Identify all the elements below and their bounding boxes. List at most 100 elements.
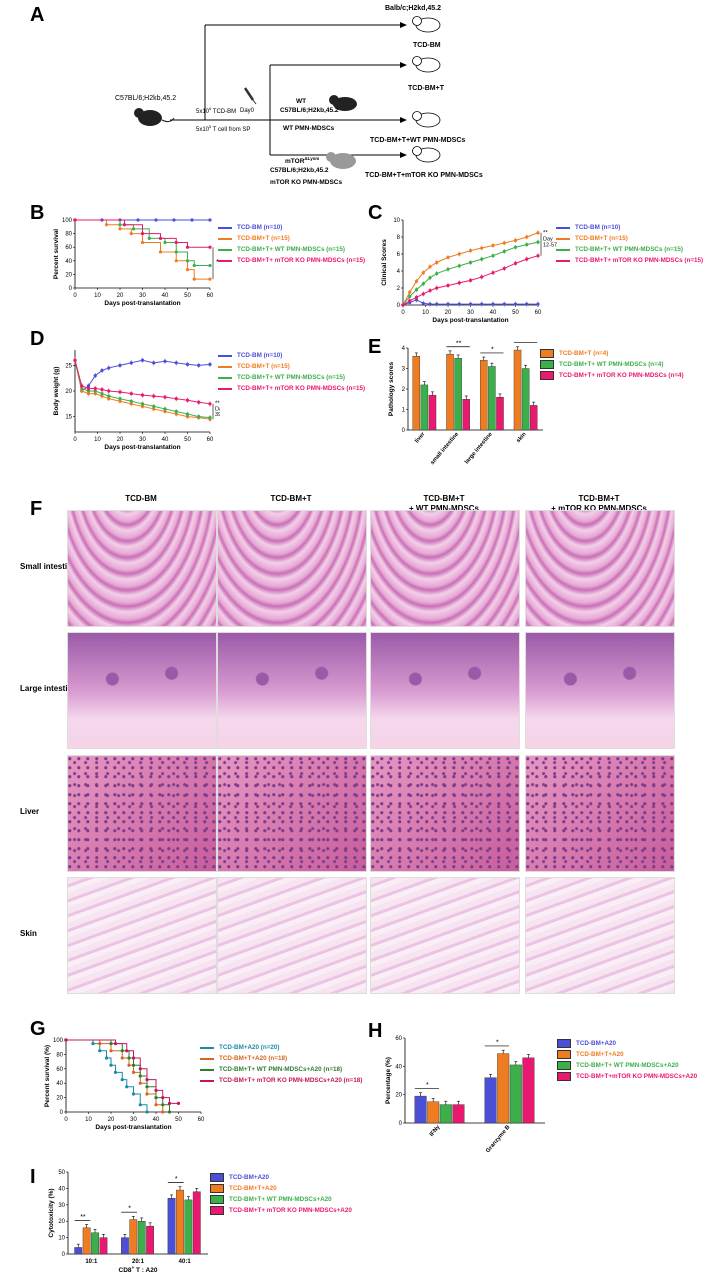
schematic-diagram: C57BL/6;H2kb,45.2 Day0 5x106 TCD-BM 5x10…	[115, 5, 483, 186]
x-tick-label: 50	[175, 1117, 182, 1123]
data-point	[140, 240, 145, 245]
mtor-mdsc-label: mTOR KO PMN-MDSCs	[270, 179, 342, 186]
y-axis-label: Cytotoxicity (%)	[48, 1188, 55, 1237]
data-point	[197, 400, 201, 404]
data-point	[414, 295, 419, 299]
y-tick-label: 2	[397, 286, 401, 292]
column-title: TCD-BM+T	[270, 494, 312, 503]
x-tick-label: 20	[108, 1117, 115, 1123]
data-point	[457, 281, 461, 285]
data-point	[80, 384, 84, 388]
data-point	[73, 218, 77, 222]
data-point	[93, 386, 97, 391]
data-point	[167, 1110, 172, 1114]
x-axis-label: CD8+ T : A20	[119, 1265, 158, 1274]
category-label: Granzyme B	[485, 1124, 511, 1154]
legend-h: TCD-BM+A20 TCD-BM+T+A20 TCD-BM+T+ WT PMN-M…	[557, 1038, 697, 1082]
data-point	[118, 223, 122, 227]
data-point	[100, 394, 104, 398]
bar	[488, 366, 496, 431]
x-tick-label: 40	[490, 310, 497, 316]
bar	[521, 368, 530, 431]
bar	[74, 1247, 83, 1255]
legend-swatch	[556, 226, 570, 229]
legend-item: TCD-BM+A20 (n=20)	[200, 1042, 362, 1053]
x-tick-label: 60	[535, 310, 542, 316]
legend-item: TCD-BM+T+ WT PMN-MDSCs (n=15)	[218, 372, 365, 383]
bar	[176, 1189, 184, 1255]
x-tick-label: 20	[445, 310, 452, 316]
histology-image	[67, 755, 217, 872]
histology-image	[217, 877, 367, 994]
data-point	[502, 241, 506, 245]
data-point	[131, 1070, 136, 1074]
column-subtitle: + WT PMN-MDSCs	[409, 504, 479, 513]
panel-label-f: F	[30, 498, 43, 520]
x-tick-label: 50	[512, 310, 519, 316]
x-tick-label: 20	[117, 293, 124, 299]
data-point	[421, 271, 425, 275]
category-label: liver	[414, 431, 427, 445]
data-point	[185, 259, 190, 263]
bar	[167, 1198, 176, 1255]
data-point	[163, 240, 167, 245]
data-point	[491, 243, 495, 248]
data-point	[154, 1096, 158, 1100]
data-point	[435, 302, 439, 306]
sig-label: **	[215, 401, 220, 407]
data-point	[125, 1049, 129, 1053]
histology-image	[217, 632, 367, 749]
cytotoxicity-bar-chart-i: 0 10 20 30 40 50 Cytotoxicity (%) 10:1 ** 20:1 * 40…	[48, 1170, 208, 1274]
data-point	[163, 409, 167, 414]
data-point	[161, 1110, 165, 1114]
survival-chart-b: 0 20 40 60 80 100 0 10 20 30 40 50 60 Days post-trans…	[53, 218, 219, 307]
y-tick-label: 20	[65, 272, 72, 278]
data-point	[457, 302, 461, 306]
data-point	[138, 1074, 142, 1078]
data-point	[536, 302, 540, 306]
legend-label: TCD-BM+T (n=15)	[237, 235, 290, 242]
sig-label: *	[128, 1206, 131, 1213]
data-point	[208, 277, 212, 281]
data-point	[174, 397, 178, 401]
sig-label: 12-57	[543, 242, 557, 248]
legend-item: TCD-BM+T (n=15)	[218, 233, 365, 244]
legend-label: TCD-BM+T+ mTOR KO PMN-MDSCs+A20	[229, 1207, 352, 1214]
data-point	[525, 243, 529, 247]
y-tick-label: 100	[62, 218, 73, 224]
y-tick-label: 8	[397, 235, 401, 241]
x-tick-label: 10	[85, 1117, 92, 1123]
legend-item: TCD-BM+T+ mTOR KO PMN-MDSCs (n=4)	[540, 370, 684, 381]
y-tick-label: 100	[53, 1038, 64, 1044]
bar	[428, 394, 437, 431]
survival-chart-g: 0 20 40 60 80 100 0 10 20 30 40 50 60 Days post-trans…	[44, 1038, 205, 1131]
data-point	[64, 1038, 68, 1042]
data-point	[502, 266, 506, 271]
y-tick-label: 0	[399, 1121, 403, 1127]
y-tick-label: 40	[58, 1186, 65, 1192]
data-point	[513, 238, 518, 242]
data-point	[145, 1110, 149, 1114]
y-axis-label: Percent survival (%)	[44, 1045, 51, 1107]
pathology-bar-chart-e: 0 1 2 3 4 Pathology scores liver small intestin…	[388, 340, 543, 466]
legend-swatch	[218, 354, 232, 357]
percentage-bar-chart-h: 0 20 40 60 Percentage (%) IFNγ * Granzyme B *	[385, 1036, 545, 1154]
x-axis-label: Days post-translantation	[95, 1124, 171, 1131]
bar	[452, 1104, 465, 1124]
histology-row-label: Skin	[20, 929, 37, 938]
wt-label: WT	[296, 98, 306, 105]
legend-item: TCD-BM (n=10)	[218, 222, 365, 233]
data-point	[93, 391, 97, 396]
data-point	[93, 374, 97, 378]
data-point	[167, 1101, 172, 1105]
data-point	[147, 236, 151, 240]
data-point	[104, 223, 109, 227]
histology-image	[525, 510, 675, 627]
data-point	[414, 288, 419, 292]
y-tick-label: 10	[393, 218, 400, 224]
data-point	[100, 387, 104, 392]
data-point	[107, 394, 111, 398]
data-point	[138, 1067, 142, 1071]
legend-label: TCD-BM (n=10)	[237, 352, 283, 359]
data-point	[73, 358, 77, 362]
